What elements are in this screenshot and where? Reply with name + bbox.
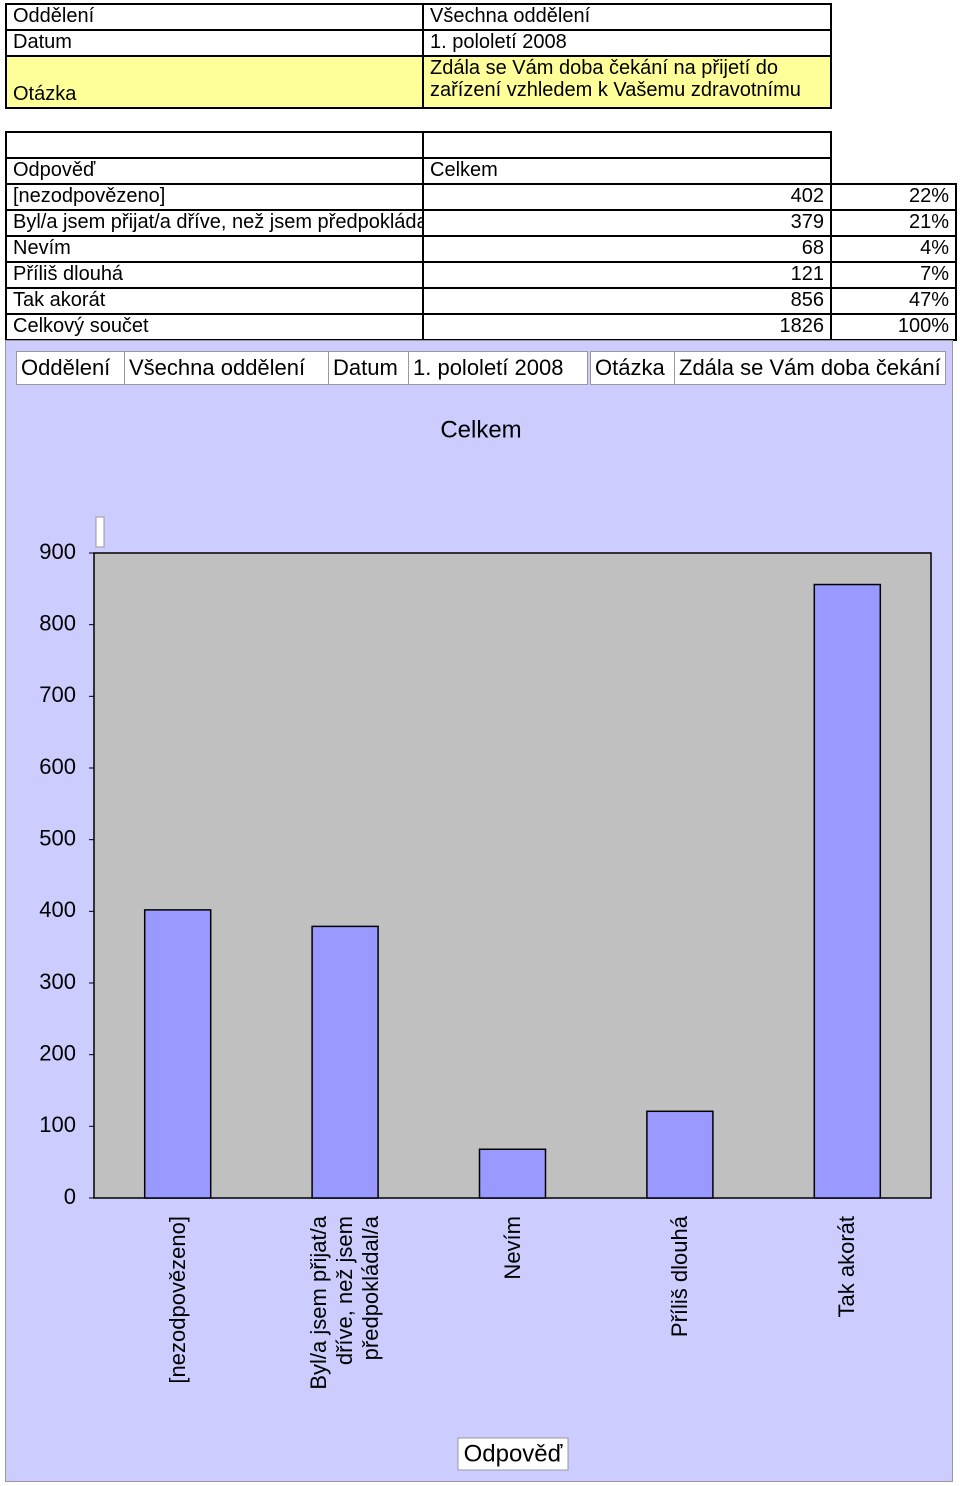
x-tick-label: [nezodpovězeno] — [164, 1216, 190, 1384]
bar — [813, 583, 882, 1199]
row-label: Příliš dlouhá — [5, 261, 424, 289]
y-tick-label: 200 — [39, 1040, 76, 1065]
bar — [143, 909, 212, 1199]
y-tick-label: 900 — [39, 539, 76, 564]
row-label: [nezodpovězeno] — [5, 183, 424, 211]
row-percent: 22% — [830, 183, 957, 211]
filter-field: Zdála se Vám doba čekání na přijetí do z… — [674, 351, 946, 385]
plot-area — [93, 552, 932, 1199]
bar — [646, 1110, 714, 1199]
filter-field: Datum — [328, 351, 410, 385]
row-percent: 21% — [830, 209, 957, 237]
y-tick-label: 400 — [39, 897, 76, 922]
row-percent: 47% — [830, 287, 957, 315]
x-axis-title: Odpověď — [464, 1440, 563, 1467]
chart-area: Celkem Odpověď 0 100 200 300 400 500 600 700 800… — [5, 340, 953, 1482]
row-percent: 4% — [830, 235, 957, 263]
x-tick-label: Byl/a jsem přijat/a dříve, než jsem před… — [306, 1216, 384, 1390]
y-tick-label: 0 — [64, 1184, 76, 1209]
header-value: Zdála se Vám doba čekání na přijetí do z… — [422, 55, 832, 109]
x-tick-label: Příliš dlouhá — [666, 1216, 692, 1338]
row-count: 1826 — [422, 313, 832, 341]
chart: Celkem Odpověď 0 100 200 300 400 500 600 700 800… — [39, 416, 932, 1471]
filter-field: Oddělení — [16, 351, 126, 385]
row-label: Tak akorát — [5, 287, 424, 315]
bar — [478, 1148, 547, 1199]
row-label: Nevím — [5, 235, 424, 263]
row-label: Celkový součet — [5, 313, 424, 341]
table-header: Celkem — [422, 157, 832, 185]
row-count: 68 — [422, 235, 832, 263]
row-percent: 7% — [830, 261, 957, 289]
x-tick-label: Tak akorát — [834, 1216, 860, 1318]
header-label: Datum — [5, 29, 424, 57]
y-tick-label: 800 — [39, 610, 76, 635]
y-tick-label: 300 — [39, 969, 76, 994]
x-title-box — [457, 1437, 569, 1471]
header-label: Otázka — [5, 55, 424, 109]
x-tick-label: Nevím — [499, 1216, 525, 1280]
legend-stub — [95, 516, 105, 548]
row-count: 121 — [422, 261, 832, 289]
filter-field: 1. pololetí 2008 — [408, 351, 588, 385]
y-tick-label: 600 — [39, 754, 76, 779]
bar — [311, 925, 379, 1199]
header-label: Oddělení — [5, 3, 424, 31]
row-label: Byl/a jsem přijat/a dříve, než jsem před… — [5, 209, 424, 237]
chart-title: Celkem — [440, 416, 521, 443]
filter-field: Všechna oddělení — [124, 351, 330, 385]
header-value: 1. pololetí 2008 — [422, 29, 832, 57]
blank-cell — [5, 131, 424, 159]
table-header: Odpověď — [5, 157, 424, 185]
y-tick-label: 500 — [39, 825, 76, 850]
row-percent: 100% — [830, 313, 957, 341]
y-tick-label: 100 — [39, 1112, 76, 1137]
row-count: 402 — [422, 183, 832, 211]
filter-field: Otázka — [590, 351, 676, 385]
header-value: Všechna oddělení — [422, 3, 832, 31]
y-tick-label: 700 — [39, 682, 76, 707]
row-count: 379 — [422, 209, 832, 237]
blank-cell — [422, 131, 832, 159]
row-count: 856 — [422, 287, 832, 315]
